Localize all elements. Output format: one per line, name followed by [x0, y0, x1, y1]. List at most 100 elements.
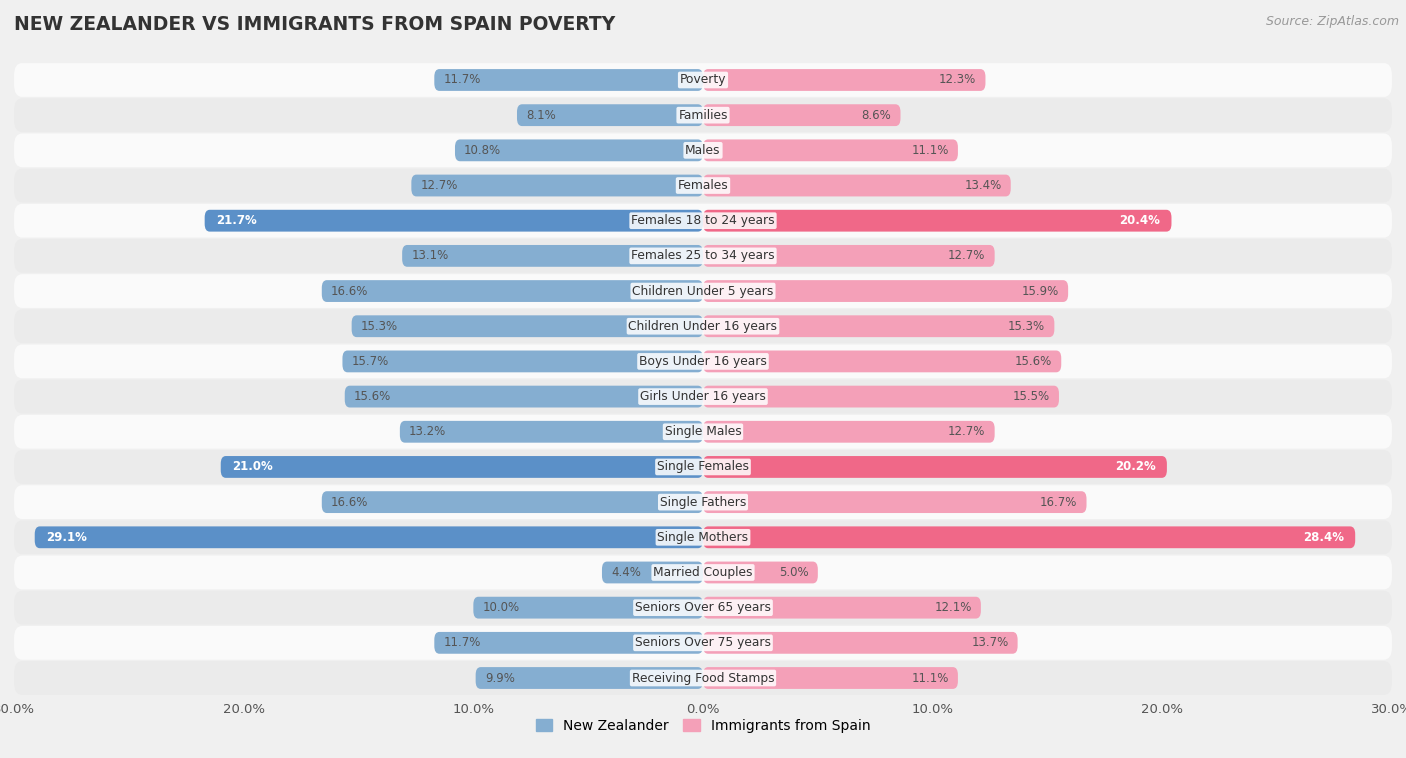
Text: Single Males: Single Males: [665, 425, 741, 438]
Text: Poverty: Poverty: [679, 74, 727, 86]
FancyBboxPatch shape: [703, 280, 1069, 302]
Text: 20.2%: 20.2%: [1115, 460, 1156, 474]
FancyBboxPatch shape: [14, 239, 1392, 273]
FancyBboxPatch shape: [703, 526, 1355, 548]
Text: Boys Under 16 years: Boys Under 16 years: [640, 355, 766, 368]
Text: 11.7%: 11.7%: [443, 636, 481, 650]
FancyBboxPatch shape: [703, 174, 1011, 196]
FancyBboxPatch shape: [14, 521, 1392, 554]
Text: 16.6%: 16.6%: [330, 496, 368, 509]
FancyBboxPatch shape: [14, 556, 1392, 590]
Text: 12.7%: 12.7%: [948, 249, 986, 262]
Text: 15.7%: 15.7%: [352, 355, 389, 368]
FancyBboxPatch shape: [14, 485, 1392, 519]
FancyBboxPatch shape: [14, 661, 1392, 695]
FancyBboxPatch shape: [703, 562, 818, 584]
Text: Children Under 5 years: Children Under 5 years: [633, 284, 773, 298]
FancyBboxPatch shape: [399, 421, 703, 443]
Text: 20.4%: 20.4%: [1119, 215, 1160, 227]
FancyBboxPatch shape: [14, 450, 1392, 484]
Text: Children Under 16 years: Children Under 16 years: [628, 320, 778, 333]
FancyBboxPatch shape: [703, 491, 1087, 513]
Text: Receiving Food Stamps: Receiving Food Stamps: [631, 672, 775, 684]
Text: 15.6%: 15.6%: [354, 390, 391, 403]
Text: 4.4%: 4.4%: [612, 566, 641, 579]
FancyBboxPatch shape: [14, 380, 1392, 413]
Text: Married Couples: Married Couples: [654, 566, 752, 579]
Text: Single Fathers: Single Fathers: [659, 496, 747, 509]
Text: Girls Under 16 years: Girls Under 16 years: [640, 390, 766, 403]
Text: 16.7%: 16.7%: [1040, 496, 1077, 509]
FancyBboxPatch shape: [602, 562, 703, 584]
Text: 28.4%: 28.4%: [1303, 531, 1344, 543]
Text: Seniors Over 75 years: Seniors Over 75 years: [636, 636, 770, 650]
Text: 15.3%: 15.3%: [1008, 320, 1045, 333]
FancyBboxPatch shape: [14, 204, 1392, 237]
Text: 12.1%: 12.1%: [935, 601, 972, 614]
FancyBboxPatch shape: [221, 456, 703, 478]
FancyBboxPatch shape: [344, 386, 703, 408]
Legend: New Zealander, Immigrants from Spain: New Zealander, Immigrants from Spain: [530, 713, 876, 738]
Text: 12.7%: 12.7%: [948, 425, 986, 438]
Text: 15.5%: 15.5%: [1012, 390, 1050, 403]
FancyBboxPatch shape: [14, 626, 1392, 659]
FancyBboxPatch shape: [352, 315, 703, 337]
FancyBboxPatch shape: [412, 174, 703, 196]
Text: Seniors Over 65 years: Seniors Over 65 years: [636, 601, 770, 614]
Text: 13.4%: 13.4%: [965, 179, 1001, 192]
FancyBboxPatch shape: [434, 632, 703, 653]
FancyBboxPatch shape: [456, 139, 703, 161]
Text: NEW ZEALANDER VS IMMIGRANTS FROM SPAIN POVERTY: NEW ZEALANDER VS IMMIGRANTS FROM SPAIN P…: [14, 15, 616, 34]
FancyBboxPatch shape: [14, 415, 1392, 449]
FancyBboxPatch shape: [322, 280, 703, 302]
Text: 8.1%: 8.1%: [526, 108, 555, 122]
FancyBboxPatch shape: [14, 168, 1392, 202]
FancyBboxPatch shape: [14, 99, 1392, 132]
Text: 11.1%: 11.1%: [911, 672, 949, 684]
FancyBboxPatch shape: [703, 245, 994, 267]
FancyBboxPatch shape: [14, 274, 1392, 308]
Text: 5.0%: 5.0%: [779, 566, 808, 579]
FancyBboxPatch shape: [703, 632, 1018, 653]
FancyBboxPatch shape: [703, 105, 900, 126]
Text: Single Mothers: Single Mothers: [658, 531, 748, 543]
FancyBboxPatch shape: [703, 315, 1054, 337]
FancyBboxPatch shape: [322, 491, 703, 513]
Text: 11.1%: 11.1%: [911, 144, 949, 157]
FancyBboxPatch shape: [703, 667, 957, 689]
FancyBboxPatch shape: [402, 245, 703, 267]
Text: 15.6%: 15.6%: [1015, 355, 1052, 368]
Text: 12.3%: 12.3%: [939, 74, 976, 86]
FancyBboxPatch shape: [703, 210, 1171, 232]
FancyBboxPatch shape: [703, 386, 1059, 408]
FancyBboxPatch shape: [703, 350, 1062, 372]
Text: 11.7%: 11.7%: [443, 74, 481, 86]
Text: 12.7%: 12.7%: [420, 179, 458, 192]
FancyBboxPatch shape: [703, 456, 1167, 478]
Text: Families: Families: [678, 108, 728, 122]
Text: 13.2%: 13.2%: [409, 425, 446, 438]
Text: 21.0%: 21.0%: [232, 460, 273, 474]
FancyBboxPatch shape: [434, 69, 703, 91]
Text: 29.1%: 29.1%: [46, 531, 87, 543]
FancyBboxPatch shape: [14, 63, 1392, 97]
FancyBboxPatch shape: [703, 69, 986, 91]
FancyBboxPatch shape: [703, 597, 981, 619]
Text: 15.3%: 15.3%: [361, 320, 398, 333]
Text: 15.9%: 15.9%: [1022, 284, 1059, 298]
Text: 10.8%: 10.8%: [464, 144, 502, 157]
FancyBboxPatch shape: [475, 667, 703, 689]
FancyBboxPatch shape: [343, 350, 703, 372]
FancyBboxPatch shape: [14, 345, 1392, 378]
FancyBboxPatch shape: [14, 133, 1392, 168]
FancyBboxPatch shape: [35, 526, 703, 548]
Text: Females: Females: [678, 179, 728, 192]
Text: Single Females: Single Females: [657, 460, 749, 474]
Text: 21.7%: 21.7%: [217, 215, 257, 227]
Text: 9.9%: 9.9%: [485, 672, 515, 684]
Text: Females 18 to 24 years: Females 18 to 24 years: [631, 215, 775, 227]
FancyBboxPatch shape: [205, 210, 703, 232]
FancyBboxPatch shape: [14, 590, 1392, 625]
Text: 10.0%: 10.0%: [482, 601, 520, 614]
FancyBboxPatch shape: [14, 309, 1392, 343]
